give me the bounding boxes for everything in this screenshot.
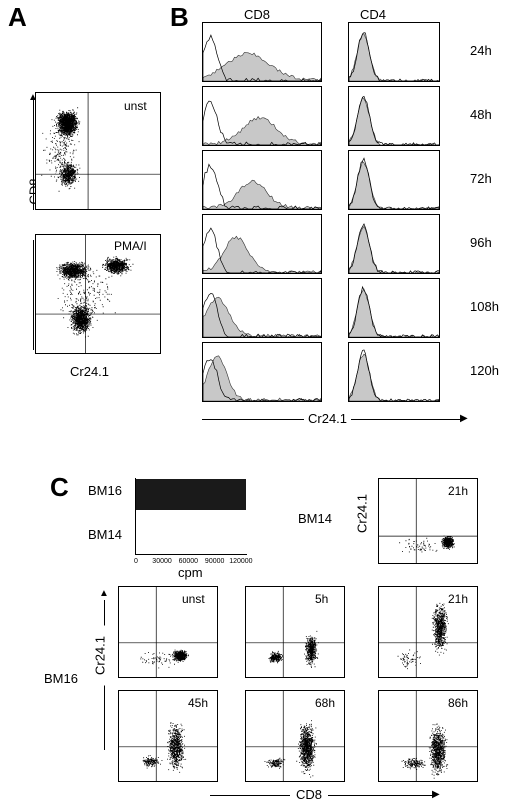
cd4-histogram-108h: [348, 278, 440, 338]
bar-x-tick: 60000: [178, 558, 199, 565]
plot-label: 86h: [448, 696, 469, 710]
panel-a-y-arrow-head: ▲: [28, 92, 38, 103]
plot-label: unst: [124, 99, 147, 113]
bar-x-tick: 90000: [204, 558, 225, 565]
cd8-histogram-72h: [202, 150, 322, 210]
panel-b-col-label-cd8: CD8: [244, 7, 271, 22]
panel-b-x-label: Cr24.1: [304, 412, 352, 425]
cd8-histogram-24h: [202, 22, 322, 82]
panel-c-letter: C: [50, 472, 69, 502]
panel-a-letter: A: [8, 2, 27, 32]
cd8-histogram-96h: [202, 214, 322, 274]
plot-label: 5h: [315, 592, 329, 606]
bar-x-tick: 0: [134, 558, 138, 565]
plot-label: 21h: [448, 592, 469, 606]
plot-label: 21h: [448, 484, 469, 498]
bar-category-bm14: BM14: [88, 527, 122, 542]
panel-a-y-arrow-line-bottom: [33, 240, 34, 350]
panel-a-x-label: Cr24.1: [70, 364, 110, 379]
panel-b-x-arrow-head: ▶: [460, 413, 468, 424]
cd8-histogram-120h: [202, 342, 322, 402]
time-label-48h: 48h: [470, 107, 492, 122]
cd4-histogram-48h: [348, 86, 440, 146]
panel-c-y-arrow-head: ▲: [99, 588, 109, 599]
cd4-histogram-72h: [348, 150, 440, 210]
panel-c-x-label: CD8: [290, 788, 329, 801]
cd4-histogram-24h: [348, 22, 440, 82]
bar-x-axis: [135, 554, 247, 555]
bm14-label: BM14: [298, 511, 332, 526]
bar-y-axis: [135, 478, 136, 554]
time-label-120h: 120h: [470, 363, 499, 378]
dot-plot-bm16-5h: [245, 586, 345, 678]
cd8-histogram-108h: [202, 278, 322, 338]
panel-c-x-arrow-head: ▶: [432, 789, 440, 800]
bar-x-tick: 120000: [229, 558, 253, 565]
dot-plot-a-pma: [35, 234, 161, 354]
time-label-24h: 24h: [470, 43, 492, 58]
panel-a-y-arrow-line-top: [33, 100, 34, 210]
bar-x-label: cpm: [178, 565, 203, 580]
plot-label: 68h: [315, 696, 336, 710]
bm16-label: BM16: [44, 671, 78, 686]
cd8-histogram-48h: [202, 86, 322, 146]
time-label-72h: 72h: [470, 171, 492, 186]
time-label-96h: 96h: [470, 235, 492, 250]
bar-category-bm16: BM16: [88, 483, 122, 498]
time-label-108h: 108h: [470, 299, 499, 314]
panel-b-letter: B: [170, 2, 189, 32]
bar-x-tick: 30000: [152, 558, 172, 565]
plot-label: 45h: [188, 696, 209, 710]
cd4-histogram-120h: [348, 342, 440, 402]
panel-b-col-label-cd4: CD4: [360, 7, 387, 22]
plot-label: PMA/I: [114, 239, 147, 253]
bm14-y-label: Cr24.1: [354, 493, 370, 534]
plot-label: unst: [182, 592, 205, 606]
panel-c-y-label: Cr24.1: [92, 625, 108, 686]
bar-bm16: [136, 479, 246, 510]
cd4-histogram-96h: [348, 214, 440, 274]
